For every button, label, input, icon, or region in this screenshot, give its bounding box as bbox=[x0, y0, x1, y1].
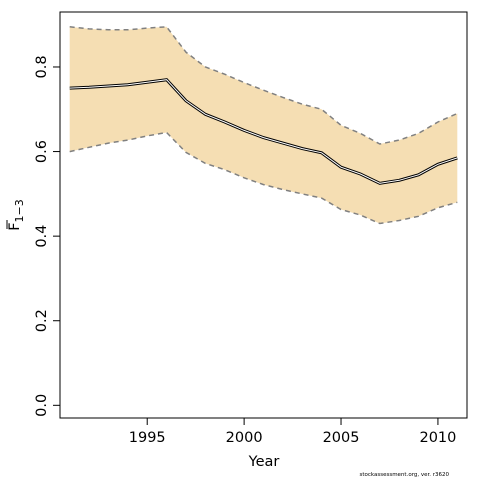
footer-version-text: stockassessment.org, ver. r3620 bbox=[359, 472, 449, 478]
x-tick-label: 2010 bbox=[419, 430, 456, 446]
upper-bound-line bbox=[69, 26, 458, 145]
x-axis-title: Year bbox=[248, 454, 280, 470]
y-tick-label: 0.4 bbox=[34, 225, 50, 248]
y-axis: 0.0 0.2 0.4 0.6 0.8 bbox=[34, 55, 60, 417]
confidence-band bbox=[69, 26, 458, 224]
estimate-line-inner bbox=[69, 79, 458, 184]
y-axis-title-subscript: 1−3 bbox=[13, 199, 26, 222]
x-tick-label: 2005 bbox=[323, 430, 360, 446]
x-axis: 1995 2000 2005 2010 bbox=[129, 418, 456, 446]
y-tick-label: 0.6 bbox=[34, 140, 50, 163]
plot-frame bbox=[59, 11, 468, 419]
y-axis-title-main: F bbox=[7, 222, 23, 230]
y-tick-label: 0.2 bbox=[34, 309, 50, 332]
y-tick-label: 0.8 bbox=[34, 55, 50, 78]
svg-text:F1−3: F1−3 bbox=[7, 199, 26, 231]
x-tick-label: 1995 bbox=[129, 430, 166, 446]
lower-bound-line bbox=[69, 131, 458, 225]
y-tick-label: 0.0 bbox=[34, 394, 50, 417]
x-tick-label: 2000 bbox=[226, 430, 263, 446]
y-axis-title: F1−3 bbox=[6, 199, 26, 231]
